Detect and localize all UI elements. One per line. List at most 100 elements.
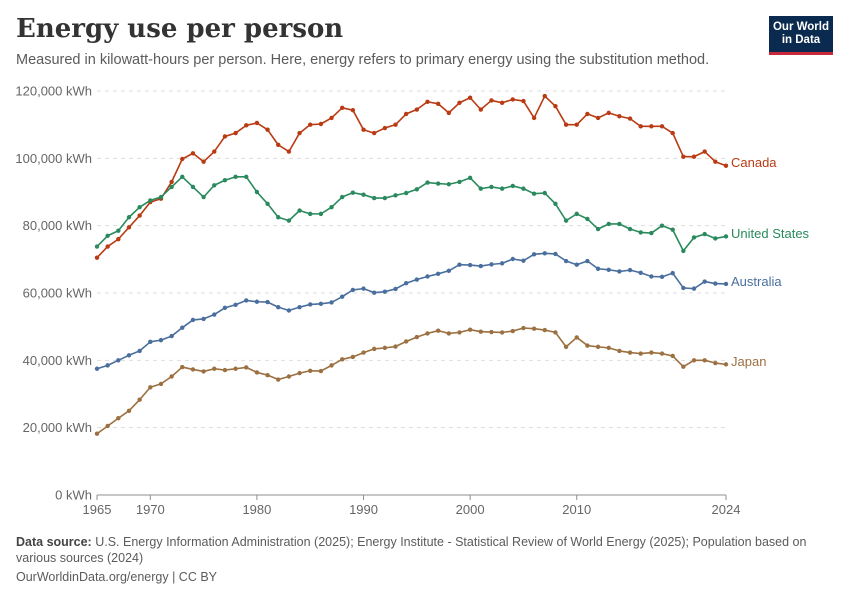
data-point-united-states [180, 174, 185, 180]
data-point-united-states [286, 218, 292, 223]
data-point-japan [158, 381, 164, 387]
x-tick-label: 1990 [349, 502, 378, 517]
data-point-japan [553, 330, 558, 335]
data-point-australia [553, 251, 558, 257]
data-point-japan [308, 368, 313, 373]
data-point-australia [148, 339, 153, 345]
data-point-australia [222, 305, 228, 311]
data-point-australia [212, 312, 217, 317]
data-point-japan [403, 339, 409, 344]
data-point-canada [254, 120, 260, 126]
data-point-united-states [137, 204, 142, 210]
data-point-united-states [585, 216, 590, 222]
data-point-canada [308, 122, 313, 127]
data-point-japan [148, 385, 153, 390]
x-tick-label: 2010 [562, 502, 591, 517]
data-point-united-states [553, 201, 558, 206]
data-point-japan [425, 331, 430, 336]
data-point-united-states [116, 228, 121, 233]
data-point-canada [126, 225, 132, 230]
data-point-canada [713, 159, 718, 164]
data-point-japan [617, 348, 622, 354]
data-point-united-states [467, 175, 473, 181]
data-point-japan [393, 344, 398, 349]
data-point-canada [457, 100, 462, 105]
data-point-australia [329, 300, 334, 305]
data-point-australia [478, 263, 483, 269]
data-point-australia [105, 363, 110, 368]
credit-link[interactable]: OurWorldinData.org/energy | CC BY [16, 570, 218, 584]
data-point-australia [617, 269, 622, 274]
data-point-japan [478, 329, 483, 334]
data-point-united-states [318, 211, 324, 217]
data-point-canada [649, 124, 654, 129]
data-point-canada [467, 95, 473, 100]
data-point-canada [393, 122, 398, 127]
data-point-japan [659, 351, 665, 356]
data-point-japan [371, 346, 377, 352]
chart-subtitle: Measured in kilowatt-hours per person. H… [16, 52, 710, 68]
data-point-canada [137, 213, 142, 218]
data-point-australia [414, 277, 420, 282]
data-point-united-states [681, 248, 686, 254]
data-point-united-states [148, 198, 153, 203]
data-point-united-states [606, 221, 611, 227]
data-point-japan [467, 327, 473, 332]
data-point-australia [403, 281, 409, 286]
data-point-australia [233, 302, 238, 307]
data-point-united-states [340, 194, 345, 200]
data-point-united-states [308, 211, 313, 217]
data-point-japan [713, 360, 718, 366]
data-point-japan [691, 358, 697, 363]
data-point-united-states [691, 235, 697, 240]
data-point-united-states [446, 182, 452, 187]
data-point-canada [670, 130, 675, 136]
data-point-japan [595, 344, 601, 350]
data-point-united-states [94, 244, 100, 249]
data-point-canada [276, 142, 281, 148]
data-point-australia [297, 304, 302, 310]
data-point-canada [638, 124, 643, 129]
data-point-japan [606, 345, 611, 351]
data-point-canada [563, 122, 569, 127]
data-point-united-states [403, 190, 409, 196]
data-point-japan [169, 374, 174, 379]
data-point-japan [233, 366, 238, 371]
data-point-canada [265, 127, 270, 132]
data-point-canada [286, 149, 292, 154]
data-point-japan [649, 350, 654, 355]
data-point-australia [371, 290, 377, 295]
data-point-australia [521, 258, 526, 263]
data-point-united-states [350, 190, 356, 195]
data-point-united-states [521, 186, 526, 191]
owid-logo[interactable]: Our World in Data [769, 16, 833, 55]
data-point-australia [265, 299, 270, 305]
data-point-united-states [201, 194, 206, 200]
data-point-japan [681, 364, 686, 369]
data-point-australia [563, 258, 569, 264]
data-point-japan [563, 344, 569, 350]
data-point-australia [723, 281, 729, 287]
data-point-united-states [276, 215, 281, 220]
data-point-australia [499, 261, 505, 266]
x-tick-label: 2000 [456, 502, 485, 517]
data-point-united-states [233, 174, 238, 180]
data-point-australia [286, 308, 292, 313]
logo-line-1: Our World [772, 21, 829, 33]
data-point-united-states [489, 184, 494, 190]
data-point-japan [94, 431, 100, 436]
data-point-united-states [297, 208, 302, 213]
data-point-canada [723, 163, 729, 168]
data-point-united-states [244, 174, 249, 180]
data-point-japan [414, 334, 420, 340]
data-point-united-states [499, 186, 505, 191]
data-source-label: Data source: [16, 535, 92, 549]
data-point-australia [393, 286, 398, 292]
data-point-canada [478, 107, 483, 112]
data-point-japan [297, 370, 302, 376]
data-point-canada [521, 98, 526, 104]
data-point-australia [670, 270, 675, 276]
data-point-canada [361, 127, 366, 132]
data-point-australia [691, 286, 697, 291]
data-point-united-states [435, 181, 441, 186]
